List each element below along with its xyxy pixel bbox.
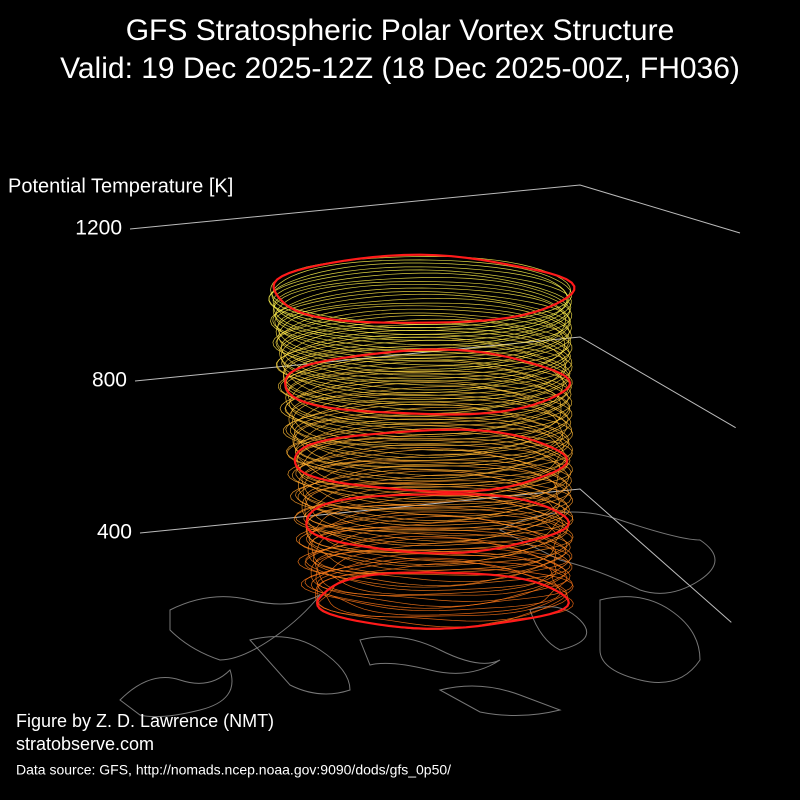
chart-title: GFS Stratospheric Polar Vortex Structure	[126, 14, 675, 47]
isentrope	[275, 297, 570, 366]
credit: Figure by Z. D. Lawrence (NMT)	[16, 711, 274, 731]
isentrope	[304, 528, 571, 588]
isentrope	[297, 532, 557, 591]
isentrope	[298, 507, 568, 567]
isentrope	[310, 550, 573, 609]
isentrope	[296, 511, 562, 571]
axes: 400 800 1200	[75, 184, 741, 623]
isentrope	[295, 416, 574, 480]
isentrope	[272, 269, 572, 338]
isentrope	[295, 447, 572, 510]
isentrope	[294, 403, 573, 467]
isentrope	[276, 334, 567, 400]
isentrope	[295, 468, 569, 530]
isentrope	[270, 287, 566, 356]
isentrope	[304, 480, 570, 542]
isentrope	[275, 329, 566, 396]
isentrope	[272, 277, 571, 346]
isentrope	[313, 527, 573, 587]
data-source: Data source: GFS, http://nomads.ncep.noa…	[16, 762, 451, 778]
isentrope	[315, 537, 573, 596]
z-axis-label: Potential Temperature [K]	[8, 175, 233, 197]
edge-contour	[305, 493, 571, 555]
isentrope	[301, 553, 561, 612]
isentrope	[287, 443, 560, 506]
grid-line	[129, 184, 741, 234]
isentrope	[282, 344, 570, 411]
grid-line	[139, 488, 732, 623]
isentrope	[285, 379, 570, 445]
isentrope	[306, 514, 573, 574]
isentrope	[289, 370, 573, 435]
isentrope	[282, 397, 564, 461]
isentrope	[311, 516, 571, 576]
isentrope	[293, 485, 564, 547]
isentrope	[276, 305, 572, 373]
isentrope	[272, 283, 570, 352]
isentrope	[287, 360, 572, 426]
isentrope	[294, 490, 566, 551]
isentrope	[285, 401, 568, 465]
edge-contour	[283, 348, 572, 416]
isentrope	[275, 312, 570, 380]
isentrope	[302, 459, 572, 521]
isentrope	[271, 259, 572, 329]
isentrope	[277, 355, 564, 421]
isentrope	[278, 302, 572, 370]
isentrope	[268, 262, 569, 332]
edge-contour	[272, 253, 576, 324]
z-tick-label: 1200	[75, 217, 122, 240]
isentrope	[281, 327, 573, 394]
isentrope	[268, 266, 568, 335]
isentrope	[291, 382, 573, 446]
z-tick-label: 800	[92, 369, 127, 392]
grid-line	[134, 336, 736, 429]
website: stratobserve.com	[16, 734, 154, 754]
isentrope	[275, 281, 573, 349]
isentrope	[285, 348, 573, 415]
z-tick-label: 400	[97, 521, 132, 544]
edge-contour	[293, 428, 569, 494]
isentrope	[289, 394, 573, 459]
isentrope	[279, 376, 562, 441]
isentrope	[279, 318, 570, 386]
isentrope	[286, 418, 566, 482]
edge-contour	[315, 571, 570, 630]
vortex	[268, 253, 576, 630]
isentrope	[280, 323, 571, 391]
isentrope	[285, 365, 569, 431]
isentrope	[304, 470, 573, 532]
chart-subtitle: Valid: 19 Dec 2025-12Z (18 Dec 2025-00Z,…	[60, 52, 740, 85]
isentrope	[272, 308, 565, 376]
isentrope	[316, 568, 569, 628]
coastline-map	[119, 511, 716, 718]
isentrope	[290, 464, 560, 526]
isentrope	[304, 557, 568, 616]
